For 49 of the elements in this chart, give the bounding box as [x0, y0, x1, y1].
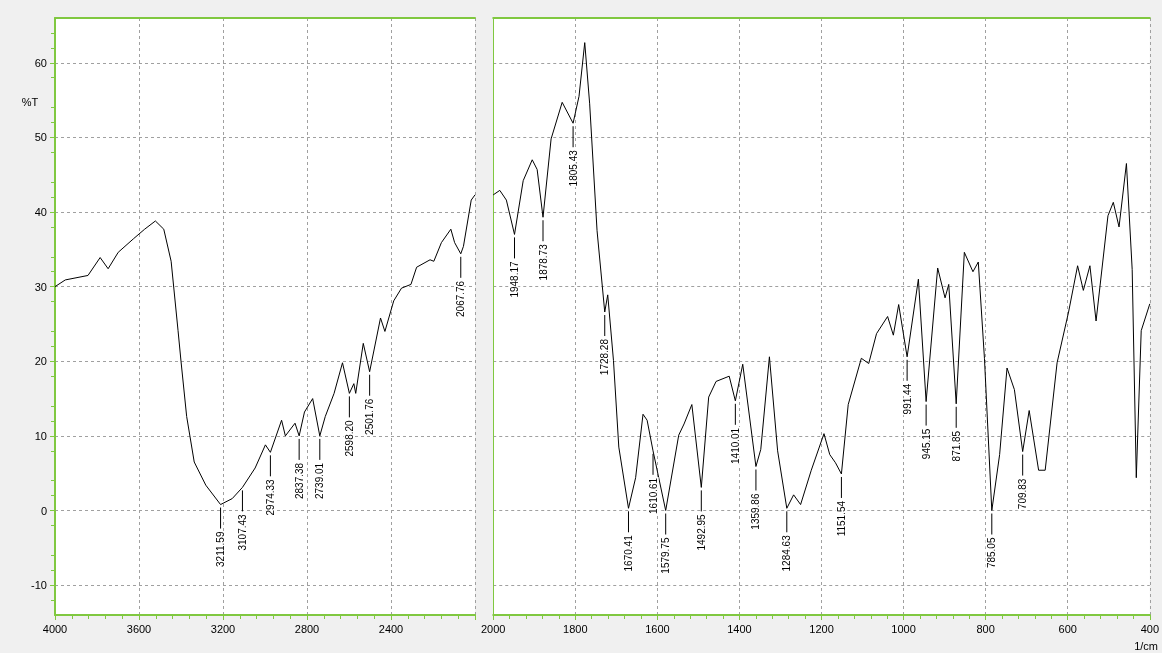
- annotation: 1492.95: [695, 513, 707, 551]
- annotation: 1284.63: [781, 534, 793, 572]
- y-tick-label: 0: [40, 504, 47, 517]
- annotation: 1948.17: [509, 260, 521, 298]
- x-tick-label: 1000: [891, 622, 916, 635]
- annotation: 3107.43: [236, 513, 248, 551]
- y-tick-label: 60: [34, 56, 47, 69]
- annotation: 1878.73: [537, 243, 549, 281]
- annotation: 3211.59: [215, 531, 227, 567]
- x-tick-label: 1600: [645, 622, 670, 635]
- annotation: 785.05: [986, 537, 998, 569]
- annotation: 991.44: [901, 383, 913, 415]
- x-tick-label: 4000: [42, 622, 68, 635]
- annotation: 1610.61: [647, 477, 659, 514]
- y-tick-label: 40: [34, 206, 47, 219]
- x-tick-label: 600: [1058, 622, 1077, 635]
- x-tick-label: 2400: [378, 622, 404, 635]
- x-tick-label: 1800: [563, 622, 588, 635]
- x-tick-label: 1200: [809, 622, 834, 635]
- annotation: 2974.33: [264, 478, 276, 516]
- annotation: 1728.28: [599, 338, 611, 376]
- annotation: 1151.54: [835, 500, 847, 537]
- y-tick-label: 50: [34, 131, 47, 144]
- y-tick-label: 30: [34, 280, 47, 293]
- annotation: 709.83: [1017, 478, 1029, 510]
- annotation: 1410.01: [729, 427, 741, 464]
- annotation: 2501.76: [364, 398, 376, 435]
- x-tick-label: 400: [1140, 622, 1160, 635]
- x-axis-title: 1/cm: [1134, 639, 1159, 652]
- annotation: 1579.75: [660, 537, 672, 574]
- annotation: 2598.20: [343, 419, 355, 457]
- y-tick-label: 10: [34, 429, 47, 442]
- annotation: 2837.38: [293, 462, 305, 500]
- x-tick-label: 3200: [210, 622, 236, 635]
- x-tick-label: 3600: [126, 622, 152, 635]
- annotation: 1359.86: [750, 493, 762, 530]
- annotation: 945.15: [920, 428, 932, 460]
- x-tick-label: 800: [976, 622, 995, 635]
- annotation: 2067.76: [455, 280, 467, 317]
- y-axis-title: %T: [21, 95, 39, 108]
- x-tick-label: 2800: [294, 622, 320, 635]
- x-tick-label: 2000: [481, 622, 506, 635]
- annotation: 871.85: [950, 430, 962, 462]
- y-tick-label: 20: [34, 355, 47, 368]
- annotation: 1805.43: [567, 149, 579, 187]
- annotation: 2739.01: [314, 462, 326, 500]
- annotation: 1670.41: [623, 534, 635, 572]
- x-tick-label: 1400: [727, 622, 752, 635]
- y-tick-label: -10: [31, 579, 47, 592]
